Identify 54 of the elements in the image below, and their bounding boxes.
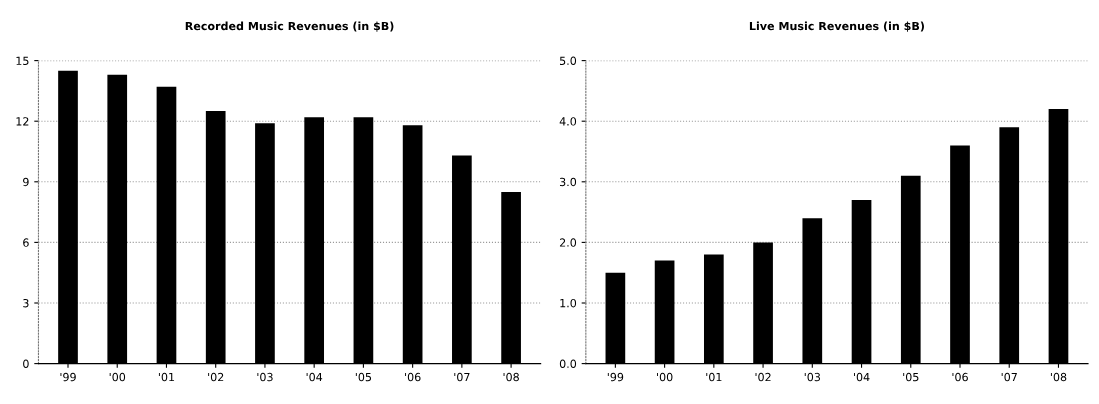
chart-title: Recorded Music Revenues (in $B) [185, 21, 394, 32]
x-tick-label: '03 [804, 372, 821, 382]
x-tick-label: '04 [306, 372, 323, 382]
x-tick-label: '08 [503, 372, 519, 382]
bar [452, 155, 472, 364]
bar [205, 111, 226, 364]
bar [501, 191, 521, 364]
x-tick-label: '02 [755, 372, 771, 382]
x-tick-label: '00 [109, 372, 126, 382]
x-tick-label: '08 [1050, 372, 1067, 382]
y-tick-label: 0 [23, 359, 29, 368]
x-tick-label: '03 [257, 372, 273, 382]
bar [802, 218, 823, 364]
y-tick-label: 1.0 [560, 298, 577, 308]
x-tick-label: '01 [158, 372, 175, 382]
chart-title: Live Music Revenues (in $B) [749, 21, 924, 32]
bar [753, 242, 773, 364]
bar [255, 123, 275, 364]
bar [703, 254, 724, 364]
bar [999, 127, 1020, 364]
x-tick-label: '99 [60, 372, 76, 382]
bar [353, 117, 374, 364]
y-tick-label: 2.0 [559, 238, 577, 247]
bar [851, 199, 872, 364]
x-tick-label: '07 [1001, 372, 1017, 382]
x-tick-label: '07 [454, 372, 470, 382]
x-tick-label: '05 [355, 372, 372, 382]
x-tick-label: '01 [706, 372, 722, 382]
x-tick-label: '06 [405, 372, 421, 382]
bar [402, 125, 423, 364]
y-tick-label: 0.0 [559, 359, 577, 368]
bar [1048, 109, 1069, 364]
bar [304, 117, 325, 364]
x-tick-label: '04 [854, 372, 870, 382]
y-tick-label: 4.0 [559, 117, 577, 126]
x-tick-label: '99 [607, 372, 624, 382]
bar [900, 175, 921, 364]
y-tick-label: 12 [16, 117, 29, 126]
y-tick-label: 5.0 [560, 56, 577, 65]
x-tick-label: '06 [952, 372, 968, 382]
y-tick-label: 3 [23, 298, 29, 308]
x-tick-label: '00 [657, 372, 673, 382]
bar [654, 260, 675, 364]
bar [156, 86, 177, 364]
bar [107, 74, 128, 364]
y-tick-label: 9 [23, 177, 29, 187]
bar [605, 272, 626, 364]
bar [950, 145, 970, 364]
bar [58, 70, 78, 364]
y-tick-label: 6 [23, 238, 29, 247]
y-tick-label: 15 [16, 56, 29, 65]
x-tick-label: '05 [903, 372, 919, 382]
y-tick-label: 3.0 [559, 177, 577, 187]
x-tick-label: '02 [208, 372, 224, 382]
